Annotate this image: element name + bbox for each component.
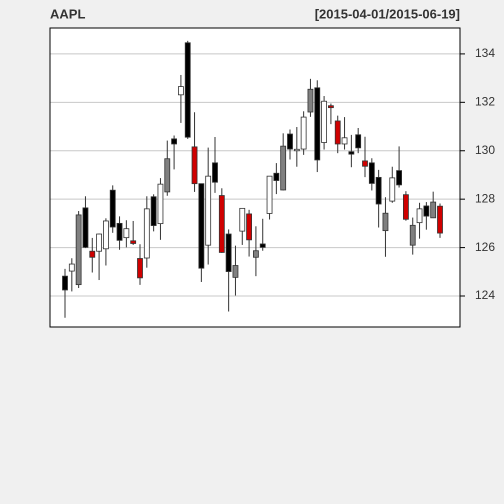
- candle-body: [300, 116, 307, 150]
- candle-body: [375, 176, 382, 205]
- candle-body: [266, 175, 273, 214]
- date-range: [2015-04-01/2015-06-19]: [315, 6, 460, 21]
- candle-body: [75, 214, 82, 286]
- candle-body: [437, 205, 443, 234]
- candle-body: [321, 100, 327, 143]
- candle-body: [143, 208, 150, 259]
- y-tick-label: 132: [475, 94, 495, 108]
- candle-body: [328, 105, 334, 109]
- candle-body: [212, 162, 218, 183]
- candle-body: [355, 134, 362, 149]
- candle-body: [293, 148, 300, 152]
- candle-body: [116, 222, 123, 241]
- candle-body: [389, 177, 396, 202]
- candle-body: [430, 201, 437, 219]
- candle-body: [164, 158, 171, 193]
- candle-body: [307, 88, 314, 113]
- candle-body: [62, 275, 68, 291]
- candle-body: [334, 120, 341, 145]
- candle-body: [137, 258, 143, 279]
- candle-body: [218, 195, 225, 253]
- candle-body: [205, 175, 212, 246]
- candle-body: [423, 205, 430, 217]
- y-tick-label: 126: [475, 240, 495, 254]
- candle-body: [178, 86, 184, 96]
- y-tick-label: 124: [475, 288, 495, 302]
- candle-body: [259, 243, 266, 248]
- y-tick-label: 134: [475, 46, 495, 60]
- candle-body: [253, 250, 259, 258]
- candle-body: [150, 196, 157, 226]
- candle-body: [348, 151, 355, 155]
- candle-body: [246, 213, 252, 241]
- candle-body: [409, 224, 416, 246]
- candle-body: [368, 162, 375, 184]
- chart-title: AAPL: [50, 6, 85, 21]
- candle-body: [341, 137, 348, 145]
- candle-body: [287, 133, 293, 150]
- y-tick-label: 130: [475, 143, 495, 157]
- candle-body: [280, 145, 287, 191]
- candle-body: [103, 220, 109, 250]
- candle-body: [96, 233, 102, 252]
- candle-body: [89, 250, 96, 258]
- candle-body: [130, 240, 137, 244]
- candle-body: [123, 228, 130, 239]
- candle-body: [403, 194, 409, 220]
- candle-body: [68, 263, 75, 272]
- candle-body: [382, 212, 389, 232]
- candle-body: [198, 183, 205, 269]
- plot-frame: [49, 27, 461, 328]
- candle-body: [396, 170, 402, 186]
- candle-body: [171, 138, 177, 145]
- candle-body: [225, 233, 232, 272]
- candle-body: [157, 183, 164, 225]
- candle-body: [191, 146, 198, 185]
- y-tick-label: 128: [475, 191, 495, 205]
- candle-body: [109, 189, 116, 228]
- candle-body: [184, 42, 191, 138]
- candle-body: [273, 172, 280, 181]
- candle-body: [82, 207, 89, 248]
- candle-body: [232, 265, 239, 278]
- candle-body: [314, 87, 321, 161]
- candle-body: [362, 160, 368, 167]
- candle-body: [239, 207, 246, 232]
- candle-body: [416, 208, 423, 224]
